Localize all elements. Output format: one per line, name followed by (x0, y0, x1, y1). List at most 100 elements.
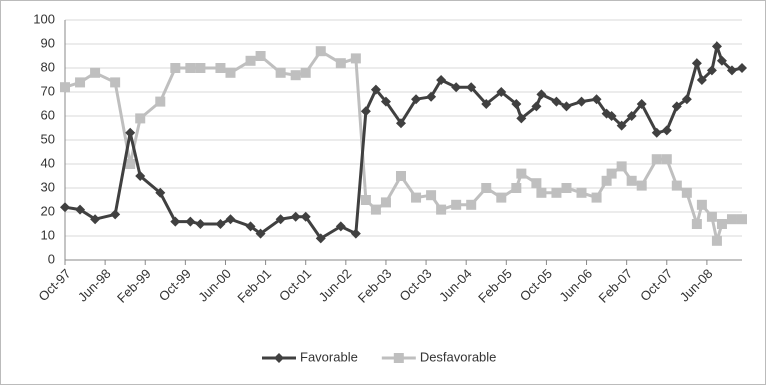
data-point (380, 197, 391, 208)
y-tick-label: 80 (41, 59, 55, 74)
data-point (300, 211, 311, 222)
data-point (531, 101, 542, 112)
data-point (411, 192, 422, 203)
data-point (706, 65, 717, 76)
data-point (466, 199, 477, 210)
data-point (671, 101, 682, 112)
data-point (696, 75, 707, 85)
data-point (155, 96, 166, 107)
data-point (561, 183, 572, 193)
data-point (606, 111, 617, 121)
data-point (60, 202, 70, 213)
data-point (496, 192, 507, 203)
data-point (90, 67, 101, 78)
data-point (395, 118, 406, 129)
data-point (481, 99, 492, 109)
data-point (531, 178, 542, 189)
y-tick-label: 100 (33, 11, 55, 26)
data-point (436, 204, 447, 215)
data-point (215, 219, 226, 229)
data-point (155, 187, 166, 198)
data-point (726, 214, 737, 225)
data-point (691, 58, 702, 69)
legend-label: Favorable (300, 349, 358, 364)
data-point (360, 195, 371, 205)
data-point (110, 77, 121, 88)
data-point (275, 214, 286, 225)
data-point (75, 77, 86, 88)
data-point (681, 187, 692, 198)
data-point (661, 154, 672, 165)
data-point (737, 214, 747, 225)
data-point (671, 180, 682, 191)
data-point (536, 89, 547, 100)
data-point (516, 113, 527, 124)
data-point (195, 219, 206, 229)
data-point (576, 187, 587, 198)
data-point (696, 199, 707, 210)
data-point (335, 58, 346, 69)
data-point (681, 94, 692, 105)
data-point (496, 87, 507, 97)
data-point (711, 235, 722, 246)
data-point (350, 228, 361, 239)
data-point (125, 127, 136, 138)
data-point (300, 67, 311, 78)
data-point (245, 221, 256, 232)
data-point (591, 192, 602, 203)
data-point (616, 161, 627, 172)
data-point (706, 211, 717, 222)
data-point (315, 233, 326, 244)
legend-marker (274, 353, 284, 363)
data-point (75, 204, 86, 215)
data-point (125, 159, 136, 169)
data-point (315, 46, 326, 57)
data-point (636, 99, 647, 109)
data-point (651, 127, 662, 138)
y-tick-label: 40 (41, 155, 55, 170)
data-point (290, 70, 301, 81)
data-point (245, 55, 256, 66)
data-point (426, 91, 437, 102)
y-tick-label: 60 (41, 107, 55, 122)
data-point (426, 190, 437, 201)
data-point (436, 75, 447, 85)
data-point (255, 228, 266, 239)
data-point (466, 82, 477, 93)
data-point (411, 94, 422, 105)
data-point (225, 67, 236, 78)
data-point (185, 63, 196, 73)
data-point (716, 55, 727, 66)
data-point (551, 96, 562, 107)
data-point (275, 67, 286, 78)
data-point (380, 96, 391, 107)
data-point (636, 180, 647, 191)
data-point (651, 154, 662, 165)
data-point (170, 63, 181, 73)
data-point (661, 125, 672, 136)
data-point (616, 120, 627, 131)
data-point (135, 171, 146, 181)
y-tick-label: 50 (41, 131, 55, 146)
data-point (626, 111, 637, 121)
data-point (536, 187, 547, 198)
data-point (481, 183, 492, 193)
data-point (60, 82, 70, 93)
data-point (255, 51, 266, 61)
data-point (451, 82, 462, 93)
legend-marker (393, 353, 404, 363)
data-point (370, 204, 381, 215)
data-point (451, 199, 462, 210)
data-point (511, 183, 522, 193)
data-point (290, 211, 301, 222)
data-point (606, 168, 617, 179)
data-point (350, 53, 361, 64)
data-point (215, 63, 226, 73)
data-point (576, 96, 587, 107)
data-point (716, 219, 727, 229)
y-tick-label: 30 (41, 179, 55, 194)
data-point (561, 101, 572, 112)
data-point (511, 99, 522, 109)
